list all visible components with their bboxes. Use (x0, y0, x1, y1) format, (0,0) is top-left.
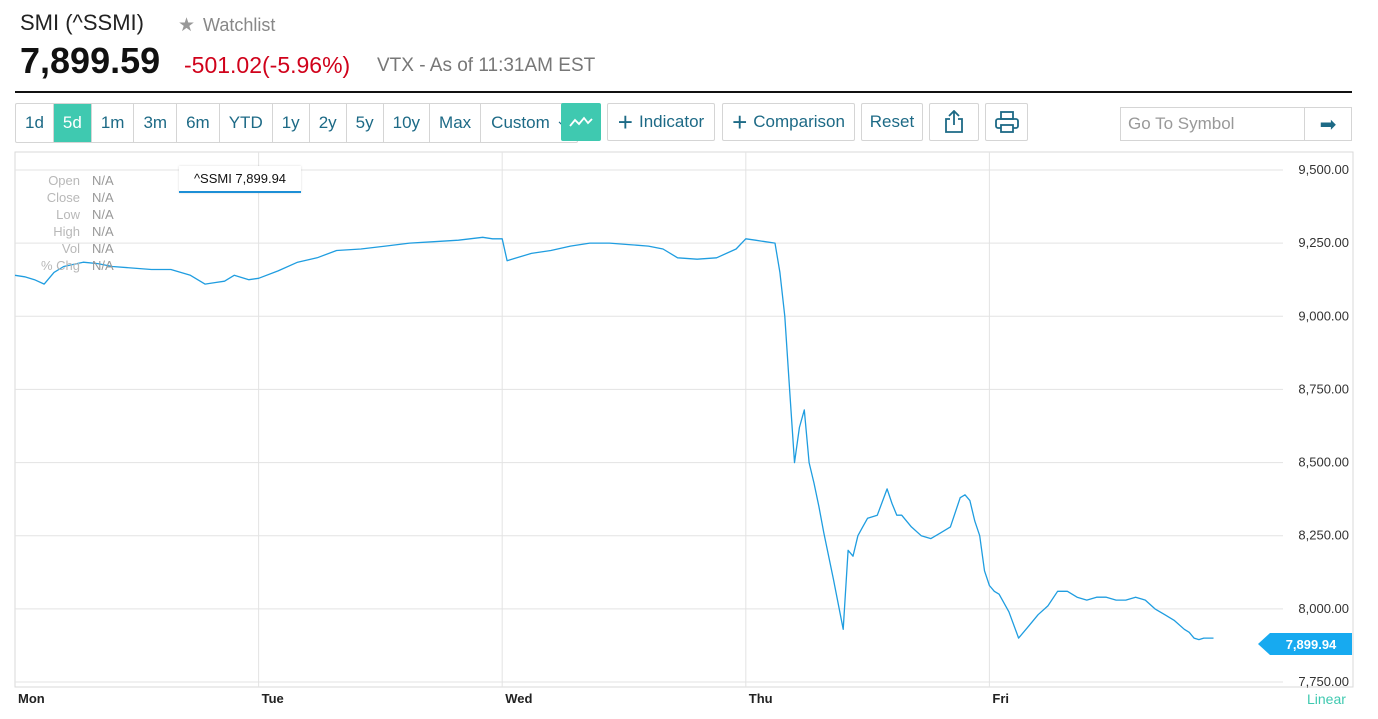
reset-label: Reset (869, 112, 915, 131)
print-button[interactable] (985, 103, 1028, 141)
change-value: -501.02 (184, 52, 263, 78)
ohlc-value: N/A (92, 224, 114, 239)
line-chart-icon (569, 116, 593, 127)
ohlc-row: % Chg N/A (25, 257, 114, 274)
ohlc-label: Open (48, 173, 80, 188)
ohlc-value: N/A (92, 241, 114, 256)
goto-symbol: ➡ (1120, 107, 1352, 141)
star-icon: ★ (178, 15, 196, 36)
range-5d[interactable]: 5d (53, 104, 92, 142)
ohlc-label: High (53, 224, 80, 239)
ohlc-row: Vol N/A (25, 240, 114, 257)
y-tick-label: 8,500.00 (1298, 455, 1349, 470)
ohlc-row: Open N/A (25, 172, 114, 189)
current-price: 7,899.59 (20, 40, 161, 81)
y-tick-label: 8,250.00 (1298, 528, 1349, 543)
ohlc-label: Close (46, 190, 80, 205)
goto-arrow-button[interactable]: ➡ (1304, 108, 1351, 140)
ohlc-label: Low (56, 207, 80, 222)
plot-frame (14, 151, 1354, 688)
ohlc-label: % Chg (40, 258, 80, 273)
y-tick-label: 7,750.00 (1298, 674, 1349, 689)
header-divider (15, 91, 1352, 93)
plus-icon: + (617, 107, 633, 137)
scale-toggle[interactable]: Linear (1307, 691, 1346, 707)
range-max[interactable]: Max (430, 104, 482, 142)
indicator-label: Indicator (638, 112, 705, 131)
chart-tooltip: ^SSMI 7,899.94 (179, 166, 301, 193)
ohlc-value: N/A (92, 173, 114, 188)
ohlc-row: High N/A (25, 223, 114, 240)
ohlc-row: Close N/A (25, 189, 114, 206)
range-ytd[interactable]: YTD (220, 104, 273, 142)
comparison-label: Comparison (753, 112, 845, 131)
x-tick-label: Wed (505, 691, 532, 706)
ohlc-value: N/A (92, 190, 114, 205)
y-tick-label: 9,500.00 (1298, 162, 1349, 177)
x-tick-label: Fri (992, 691, 1009, 706)
indicator-button[interactable]: + Indicator (607, 103, 715, 141)
range-1y[interactable]: 1y (273, 104, 310, 142)
y-tick-label: 9,000.00 (1298, 308, 1349, 323)
price-chart[interactable]: 9,500.00 9,250.00 9,000.00 8,750.00 8,500.00… (0, 150, 1378, 719)
watchlist-label: Watchlist (203, 15, 276, 35)
x-tick-label: Tue (262, 691, 284, 706)
x-tick-label: Thu (749, 691, 773, 706)
share-icon (945, 110, 963, 133)
price-change: -501.02(-5.96%) (184, 52, 350, 79)
y-tick-label: 9,250.00 (1298, 235, 1349, 250)
change-percent: (-5.96%) (262, 52, 351, 78)
x-tick-label: Mon (18, 691, 45, 706)
share-button[interactable] (929, 103, 979, 141)
chart-type-button[interactable] (561, 103, 601, 141)
symbol-title: SMI (^SSMI) (20, 10, 144, 35)
quote-source: VTX - As of 11:31AM EST (377, 55, 596, 76)
ohlc-panel: Open N/A Close N/A Low N/A High N/A Vol N/A % Chg N… (25, 172, 114, 274)
ohlc-value: N/A (92, 258, 114, 273)
range-10y[interactable]: 10y (384, 104, 431, 142)
y-tick-label: 8,000.00 (1298, 601, 1349, 616)
price-series-line (14, 236, 1214, 641)
range-6m[interactable]: 6m (177, 104, 220, 142)
ohlc-row: Low N/A (25, 206, 114, 223)
range-3m[interactable]: 3m (134, 104, 178, 142)
ohlc-value: N/A (92, 207, 114, 222)
last-price-label: 7,899.94 (1258, 633, 1352, 655)
range-1d[interactable]: 1d (16, 104, 54, 142)
y-tick-label: 8,750.00 (1298, 381, 1349, 396)
ohlc-label: Vol (61, 241, 80, 256)
print-icon (994, 111, 1019, 133)
arrow-right-icon: ➡ (1319, 113, 1337, 136)
goto-symbol-input[interactable] (1121, 108, 1304, 140)
comparison-button[interactable]: + Comparison (722, 103, 855, 141)
watchlist-button[interactable]: ★ Watchlist (178, 14, 275, 37)
range-1m[interactable]: 1m (92, 104, 135, 142)
plus-icon: + (732, 107, 748, 137)
range-2y[interactable]: 2y (310, 104, 347, 142)
range-5y[interactable]: 5y (347, 104, 384, 142)
reset-button[interactable]: Reset (861, 103, 923, 141)
